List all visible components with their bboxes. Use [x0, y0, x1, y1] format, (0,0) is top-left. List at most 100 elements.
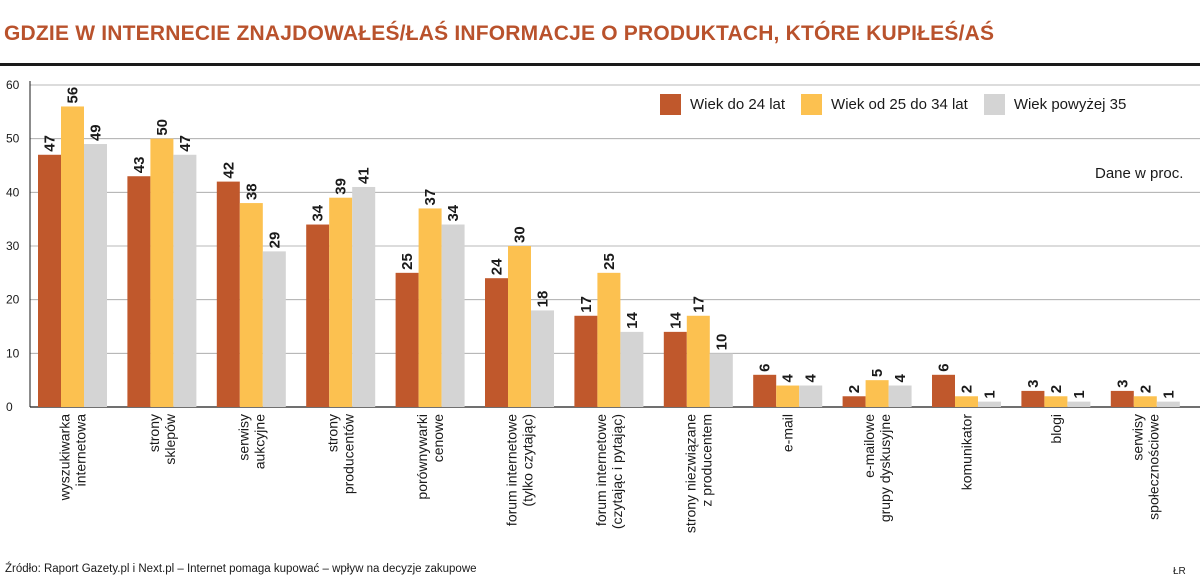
category-label-line: społecznościowe — [1145, 414, 1161, 520]
category-label-line: cenowe — [430, 414, 446, 462]
bar — [932, 374, 955, 407]
legend-label-series-1: Wiek do 24 lat — [690, 96, 786, 113]
category-label: wyszukiwarka internetowa — [57, 414, 89, 502]
bar — [508, 246, 531, 407]
legend-swatch-series-1 — [660, 94, 681, 115]
category-label-line: z producentem — [698, 414, 714, 507]
value-label: 56 — [65, 87, 82, 104]
category-label-line: (tylko czytając) — [520, 414, 536, 507]
legend-swatch-series-3 — [983, 94, 1005, 115]
bar — [1133, 396, 1157, 407]
bar — [888, 385, 912, 407]
category-label: strony niezwiązane z producentem — [682, 414, 714, 533]
value-label: 6 — [757, 363, 774, 371]
bar — [418, 208, 442, 407]
bar — [799, 385, 823, 407]
value-label: 17 — [578, 296, 595, 313]
legend-item-series-1: Wiek do 24 lat — [660, 94, 785, 115]
y-tick-label: 30 — [6, 239, 20, 253]
bar — [709, 353, 733, 407]
value-label: 37 — [422, 189, 439, 206]
bar — [686, 315, 710, 407]
value-label: 2 — [1137, 385, 1154, 393]
y-axis: 0 10 20 30 40 50 60 — [6, 78, 31, 414]
category-label-line: forum internetowe — [504, 414, 520, 526]
value-label: 34 — [445, 204, 462, 221]
legend-label-series-2: Wiek od 25 do 34 lat — [831, 96, 968, 113]
value-label: 2 — [846, 385, 863, 393]
value-label: 30 — [512, 226, 529, 243]
bar — [1044, 396, 1068, 407]
legend-item-series-2: Wiek od 25 do 34 lat — [801, 94, 968, 115]
category-label-line: sklepów — [162, 413, 178, 464]
chart-title: GDZIE W INTERNECIE ZNAJDOWAŁEŚ/ŁAŚ INFOR… — [4, 22, 995, 45]
y-tick-label: 40 — [6, 185, 20, 199]
bar — [61, 106, 84, 407]
bar — [127, 176, 151, 407]
bar — [216, 181, 240, 407]
category-label-line: porównywarki — [414, 414, 430, 500]
value-label: 50 — [154, 119, 171, 136]
value-label: 2 — [959, 385, 976, 393]
value-label: 47 — [42, 135, 59, 152]
category-label: forum internetowe (czytając i pytając) — [593, 414, 625, 529]
bar — [441, 224, 465, 407]
category-label: strony sklepów — [146, 413, 178, 464]
bar — [173, 154, 197, 407]
y-tick-label: 0 — [6, 400, 13, 414]
bar — [955, 396, 978, 407]
bar — [753, 374, 777, 407]
category-label: e-mailowe grupy dyskusyjne — [861, 414, 893, 522]
category-label-line: aukcyjne — [251, 414, 267, 469]
category-label-line: (czytając i pytając) — [609, 414, 625, 529]
bar — [1110, 390, 1134, 407]
bar — [776, 385, 800, 407]
bar — [978, 401, 1001, 407]
value-label: 14 — [667, 312, 684, 329]
bar — [620, 331, 644, 407]
value-label: 25 — [601, 253, 618, 270]
category-label: komunikator — [959, 414, 975, 491]
bar — [239, 203, 263, 407]
bar — [150, 138, 174, 407]
value-label: 17 — [690, 296, 707, 313]
value-label: 5 — [869, 369, 886, 377]
category-label-line: strony — [146, 414, 162, 452]
value-label: 1 — [982, 390, 999, 398]
category-label-line: serwisy — [1129, 414, 1145, 461]
value-label: 2 — [1048, 385, 1065, 393]
value-label: 49 — [88, 124, 105, 141]
category-label: strony producentów — [325, 413, 357, 494]
value-label: 14 — [624, 312, 641, 329]
bar — [1156, 401, 1180, 407]
category-label-line: grupy dyskusyjne — [877, 414, 893, 522]
category-label-line: strony niezwiązane — [682, 414, 698, 533]
bar — [574, 315, 598, 407]
value-label: 4 — [803, 374, 820, 383]
value-label: 3 — [1114, 380, 1131, 388]
value-label: 3 — [1025, 380, 1042, 388]
value-label: 38 — [243, 183, 260, 200]
title-rule — [0, 63, 1200, 66]
units-note: Dane w proc. — [1095, 165, 1184, 182]
value-label: 47 — [177, 135, 194, 152]
y-tick-label: 50 — [6, 132, 20, 146]
y-tick-label: 10 — [6, 346, 20, 360]
bar — [1067, 401, 1091, 407]
bar — [865, 380, 889, 407]
y-tick-label: 60 — [6, 78, 20, 92]
category-label-line: e-mail — [780, 414, 796, 452]
bar — [306, 224, 330, 407]
legend-item-series-3: Wiek powyżej 35 — [983, 94, 1126, 115]
bar — [84, 144, 107, 408]
category-label-line: serwisy — [235, 414, 251, 461]
category-label: serwisy aukcyjne — [235, 414, 267, 469]
value-label: 24 — [489, 258, 506, 275]
legend-swatch-series-2 — [801, 94, 823, 115]
bar — [1021, 390, 1045, 407]
value-label: 4 — [892, 374, 909, 383]
value-label: 18 — [535, 291, 552, 308]
value-label: 10 — [713, 334, 730, 351]
author-credit: ŁR — [1173, 566, 1186, 577]
